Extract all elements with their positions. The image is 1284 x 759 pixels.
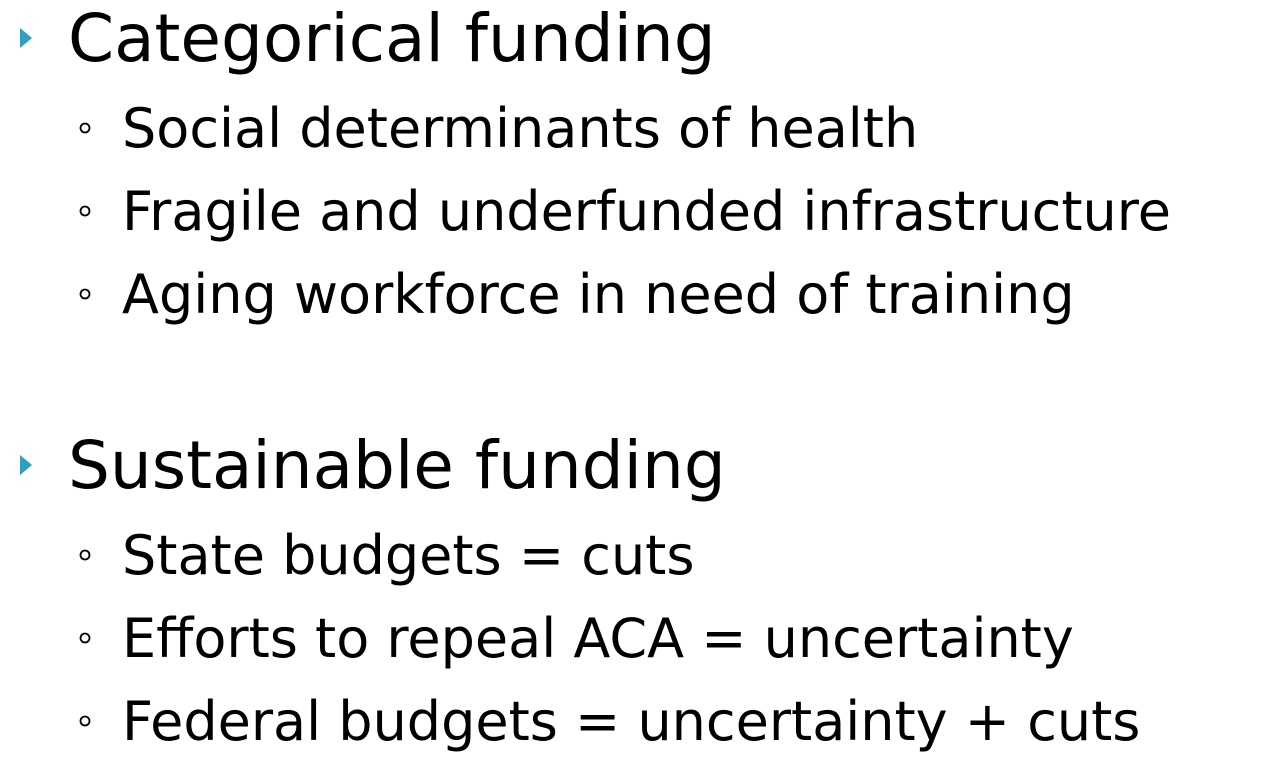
- sub-item-bullet: [79, 549, 91, 561]
- sub-item-text: Federal budgets = uncertainty + cuts: [122, 689, 1141, 753]
- sub-item-row: Federal budgets = uncertainty + cuts: [78, 683, 1140, 759]
- sub-item-bullet: [79, 715, 91, 727]
- sub-item-text: Efforts to repeal ACA = uncertainty: [122, 606, 1074, 670]
- heading-row: Categorical funding: [18, 0, 716, 78]
- heading-text: Sustainable funding: [68, 426, 726, 504]
- sub-item-bullet: [79, 205, 91, 217]
- sub-item-text: State budgets = cuts: [122, 523, 695, 587]
- sub-item-text: Aging workforce in need of training: [122, 262, 1075, 326]
- sub-item-row: Social determinants of health: [78, 90, 918, 166]
- sub-item-bullet: [79, 122, 91, 134]
- heading-text: Categorical funding: [68, 0, 716, 77]
- sub-item-text: Fragile and underfunded infrastructure: [122, 179, 1171, 243]
- sub-item-row: State budgets = cuts: [78, 517, 694, 593]
- sub-item-bullet: [79, 632, 91, 644]
- heading-bullet: [20, 455, 32, 475]
- sub-item-row: Fragile and underfunded infrastructure: [78, 173, 1171, 249]
- sub-item-row: Efforts to repeal ACA = uncertainty: [78, 600, 1074, 676]
- sub-item-text: Social determinants of health: [122, 96, 919, 160]
- heading-row: Sustainable funding: [18, 425, 726, 505]
- sub-item-bullet: [79, 288, 91, 300]
- heading-bullet: [20, 28, 32, 48]
- sub-item-row: Aging workforce in need of training: [78, 256, 1075, 332]
